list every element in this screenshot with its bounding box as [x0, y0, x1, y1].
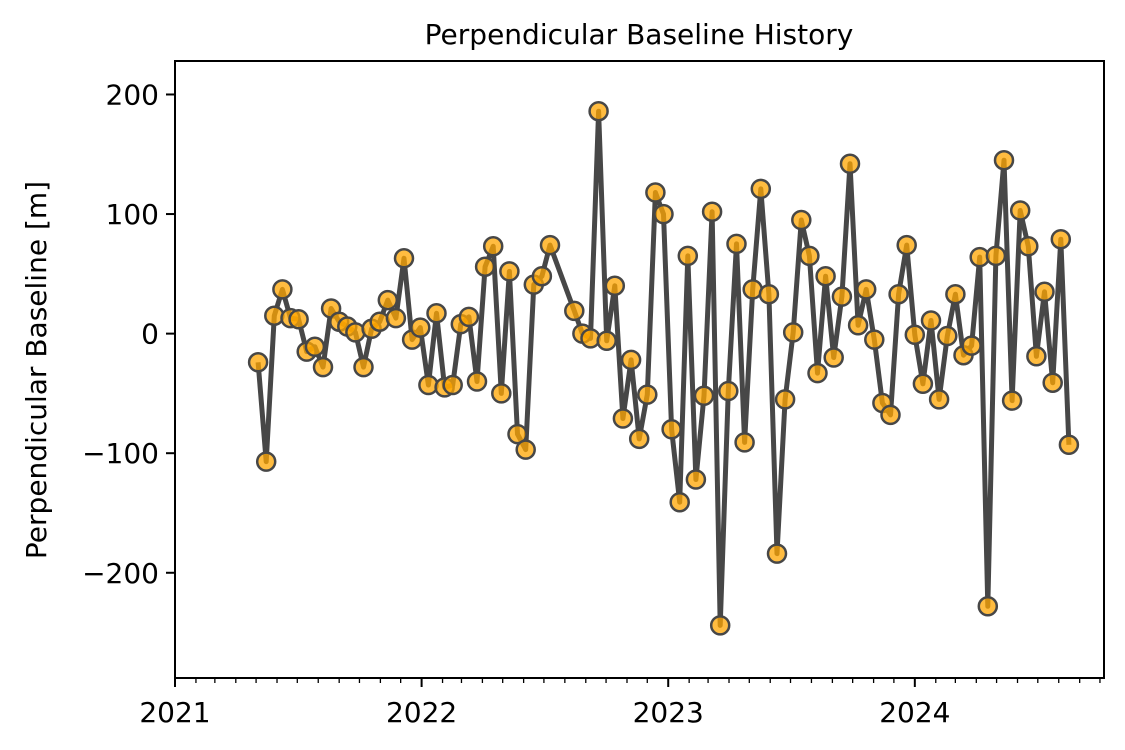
data-point: [620, 349, 642, 371]
data-point: [693, 385, 715, 407]
data-point: [685, 469, 707, 490]
data-point: [1042, 372, 1063, 393]
data-point: [612, 408, 634, 429]
data-point: [1034, 281, 1055, 303]
data-point: [466, 371, 488, 392]
data-point: [961, 335, 982, 356]
data-point: [1026, 346, 1047, 367]
y-tick-label: 0: [141, 318, 159, 351]
chart-title: Perpendicular Baseline History: [425, 18, 854, 51]
data-point: [410, 317, 431, 338]
data-point: [888, 283, 909, 305]
x-tick-label: 2023: [633, 696, 704, 729]
data-point: [588, 100, 609, 122]
data-point: [782, 322, 804, 343]
data-point: [458, 306, 480, 328]
data-point: [750, 178, 772, 200]
data-point: [734, 432, 755, 453]
data-point: [491, 383, 512, 404]
y-tick-label: −200: [82, 557, 159, 590]
data-point: [985, 245, 1007, 267]
data-point: [596, 330, 617, 352]
plot-frame: [174, 60, 1105, 679]
data-point: [653, 203, 674, 225]
data-point: [807, 362, 828, 384]
y-tick-label: −100: [82, 437, 159, 470]
axes: 2021 2022 2023 2024 200 100 0 −100 −200: [82, 78, 1101, 729]
data-point: [272, 279, 293, 300]
data-point: [507, 423, 528, 445]
data-point: [912, 373, 934, 395]
data-point: [799, 245, 820, 267]
data-point: [442, 374, 463, 396]
x-tick-label: 2024: [879, 696, 950, 729]
x-tick-label: 2022: [386, 696, 457, 729]
plot-area: [247, 100, 1080, 636]
x-tick-label: 2021: [139, 696, 210, 729]
data-point: [718, 380, 739, 402]
data-point: [993, 149, 1015, 171]
data-point: [353, 356, 374, 378]
data-point: [604, 275, 626, 297]
data-point: [312, 356, 334, 378]
data-point: [880, 404, 901, 426]
data-point: [831, 286, 853, 307]
data-point: [531, 265, 553, 287]
data-point: [369, 311, 390, 332]
data-point: [482, 236, 504, 257]
data-point: [709, 615, 731, 636]
data-point: [377, 289, 399, 311]
data-point: [637, 384, 658, 405]
data-point: [977, 596, 999, 617]
data-point: [766, 543, 788, 564]
data-point: [896, 234, 917, 256]
data-point: [774, 389, 796, 410]
data-point: [701, 201, 723, 222]
data-point: [645, 182, 666, 203]
data-point: [1058, 434, 1080, 456]
data-point: [847, 315, 869, 336]
data-point: [345, 322, 366, 343]
data-point: [920, 310, 942, 331]
data-point: [515, 439, 536, 460]
data-point: [474, 256, 496, 277]
data-point: [839, 153, 861, 175]
data-point: [669, 491, 690, 513]
data-point: [904, 324, 926, 346]
y-tick-label: 200: [106, 78, 159, 111]
data-point: [791, 209, 812, 231]
y-tick-label: 100: [106, 198, 159, 231]
data-point: [255, 451, 277, 472]
data-point: [945, 283, 966, 305]
data-point: [426, 303, 447, 324]
data-point: [758, 283, 780, 305]
data-point: [661, 419, 682, 440]
data-point: [499, 261, 520, 282]
data-point: [385, 307, 407, 329]
data-point: [247, 352, 269, 373]
data-point: [304, 336, 326, 358]
data-point: [1050, 228, 1072, 250]
data-point: [628, 428, 650, 450]
data-point: [539, 234, 561, 256]
data-point: [1009, 200, 1031, 221]
data-point: [823, 347, 844, 368]
data-point: [288, 309, 309, 330]
data-point: [726, 233, 747, 255]
data-point: [937, 325, 958, 347]
data-point: [815, 265, 836, 287]
data-point: [564, 300, 585, 322]
data-point: [393, 248, 415, 269]
data-point: [864, 329, 885, 350]
data-point: [1001, 390, 1023, 411]
data-point: [1018, 236, 1039, 257]
data-point: [855, 279, 877, 300]
y-axis-title: Perpendicular Baseline [m]: [20, 181, 53, 559]
data-point: [677, 245, 699, 267]
data-point: [928, 389, 950, 410]
